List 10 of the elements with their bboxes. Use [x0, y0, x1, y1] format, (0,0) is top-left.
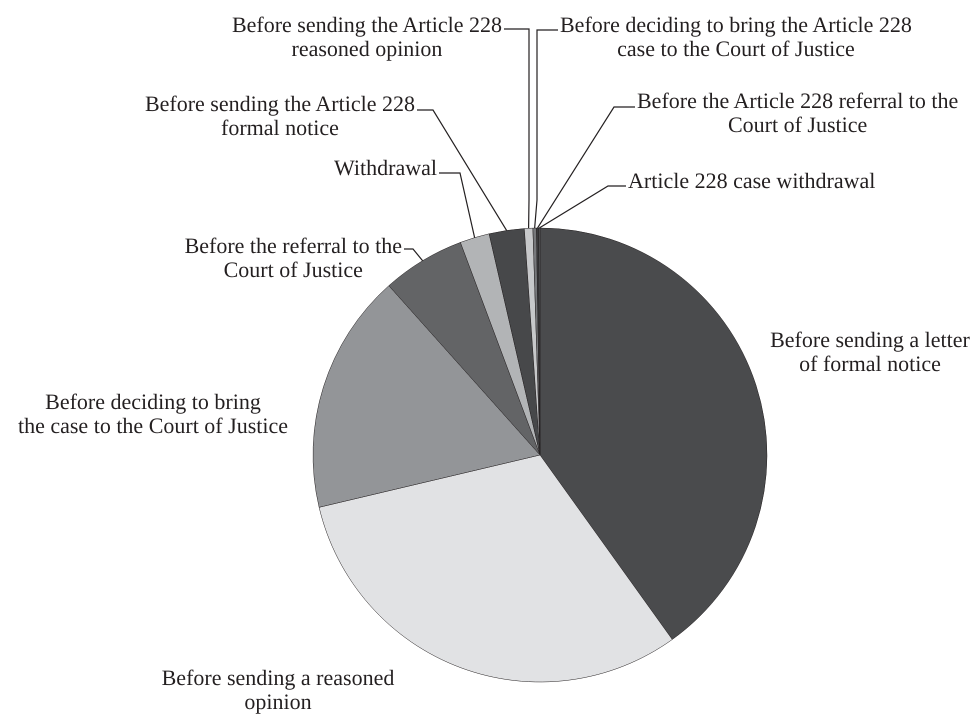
slice-label: Withdrawal	[334, 154, 437, 180]
slice-label: Article 228 case withdrawal	[628, 168, 876, 192]
slice-label: Before the referral to the Court of Justice	[184, 232, 402, 282]
slice-label: Before deciding to bring the Article 228 case to the Court of Justice	[560, 12, 912, 60]
slice-label: Before the Article 228 referral to the Court of Justice	[637, 88, 958, 136]
slice-label: Before sending the Article 228 reasoned opinion	[232, 12, 502, 60]
slice-label: Before deciding to bring the case to the Court of Justice	[18, 388, 288, 438]
slice-label: Before sending a reasoned opinion	[162, 664, 394, 714]
slice-label: Before sending a letter of formal notice	[770, 326, 971, 376]
slice-label: Before sending the Article 228 formal notice	[144, 90, 415, 140]
